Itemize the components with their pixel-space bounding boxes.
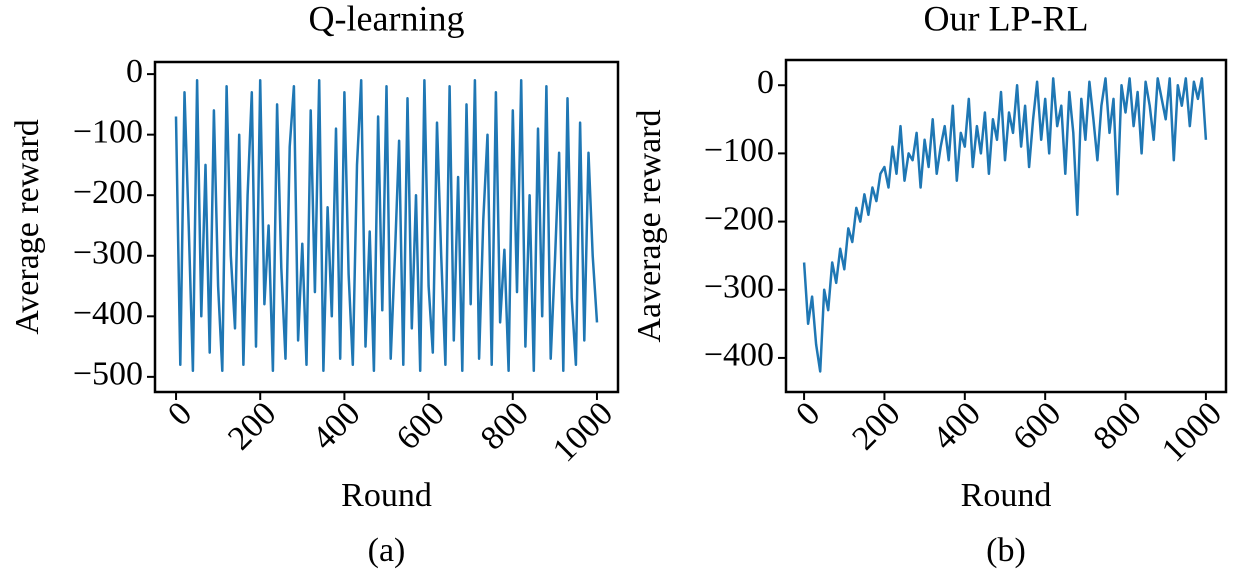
x-tick-label: 600 xyxy=(1006,395,1068,457)
y-axis-label: Aaverage reward xyxy=(631,109,668,342)
y-tick-label: −300 xyxy=(704,269,774,306)
y-tick-label: 0 xyxy=(126,53,143,90)
y-tick-label: −300 xyxy=(73,235,143,272)
subplot-caption: (a) xyxy=(368,532,406,569)
data-line xyxy=(174,78,599,373)
x-tick-label: 400 xyxy=(305,395,367,457)
x-tick-label: 600 xyxy=(390,395,452,457)
x-tick-label: 200 xyxy=(845,395,907,457)
x-tick-label: 400 xyxy=(926,395,988,457)
y-tick-label: −400 xyxy=(73,295,143,332)
y-tick-label: 0 xyxy=(757,64,774,101)
y-tick-label: −100 xyxy=(704,132,774,169)
x-axis-label: Round xyxy=(961,477,1052,514)
x-tick-label: 200 xyxy=(221,395,283,457)
x-tick-label: 0 xyxy=(789,395,827,433)
y-tick-label: −500 xyxy=(73,356,143,393)
subplot-caption: (b) xyxy=(986,532,1026,569)
x-axis-label: Round xyxy=(341,477,432,514)
subplot-title: Q-learning xyxy=(309,0,465,38)
x-tick-label: 800 xyxy=(1086,395,1148,457)
x-tick-label: 1000 xyxy=(1155,395,1229,469)
y-tick-label: −100 xyxy=(73,113,143,150)
subplot-title: Our LP-RL xyxy=(924,0,1089,38)
x-tick-label: 1000 xyxy=(546,395,620,469)
y-tick-label: −400 xyxy=(704,337,774,374)
y-tick-label: −200 xyxy=(704,200,774,237)
y-tick-label: −200 xyxy=(73,174,143,211)
x-tick-label: 800 xyxy=(474,395,536,457)
x-tick-label: 0 xyxy=(161,395,199,433)
data-line xyxy=(802,77,1208,373)
y-axis-label: Average reward xyxy=(9,119,46,335)
axes-frame xyxy=(784,58,1228,394)
axes-frame xyxy=(153,60,620,394)
